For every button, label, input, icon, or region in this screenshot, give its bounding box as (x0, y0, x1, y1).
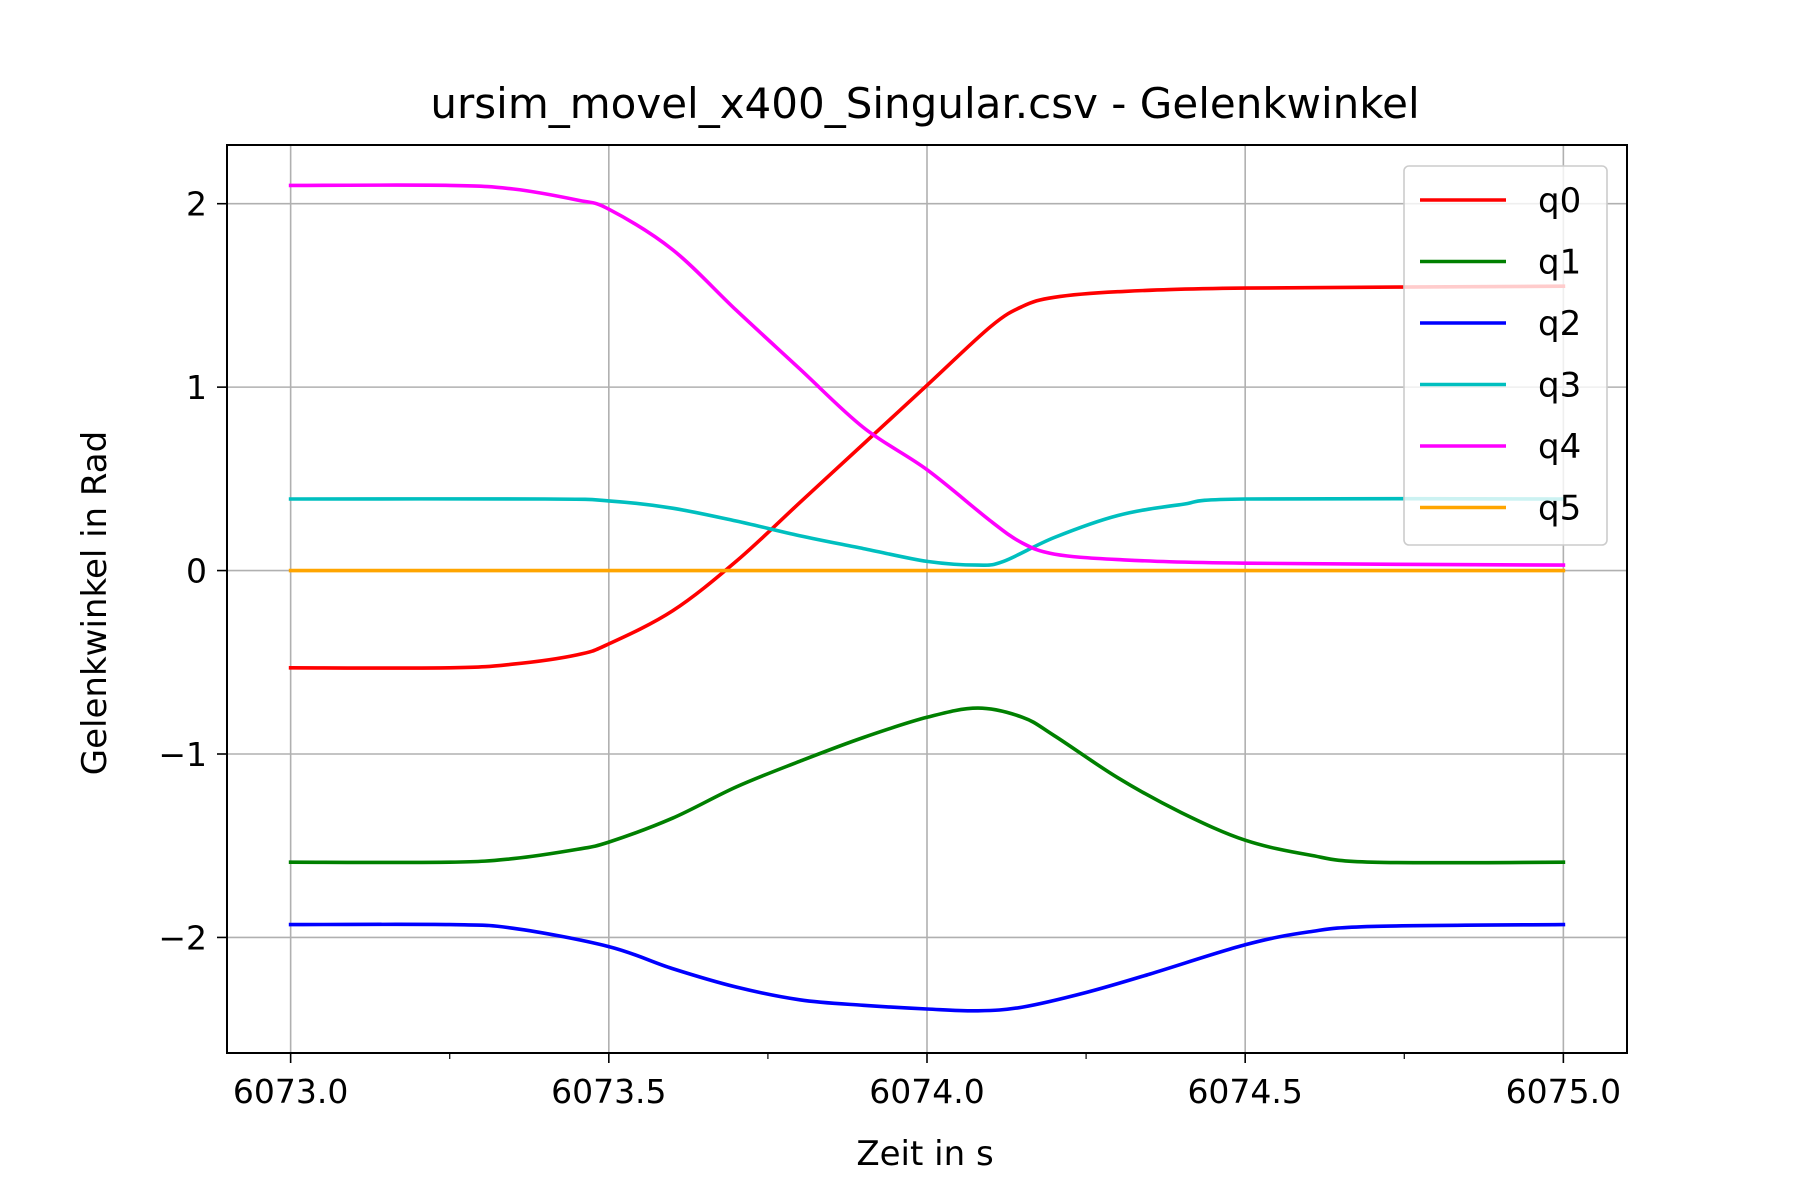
x-tick-label: 6074.5 (1187, 1072, 1302, 1111)
y-tick-label: 2 (186, 185, 207, 224)
series-line-q3 (288, 496, 1566, 567)
legend-label-q3: q3 (1538, 366, 1581, 406)
legend-label-q0: q0 (1538, 181, 1581, 221)
plot-lines (288, 183, 1566, 1013)
legend-label-q2: q2 (1538, 304, 1581, 344)
series-line-q0 (288, 284, 1566, 670)
x-tick-label: 6073.5 (551, 1072, 666, 1111)
series-line-q4 (288, 183, 1566, 567)
chart-title: ursim_movel_x400_Singular.csv - Gelenkwi… (430, 79, 1419, 128)
legend-label-q5: q5 (1538, 489, 1581, 529)
legend-label-q4: q4 (1538, 427, 1581, 467)
axis-ticks: 6073.0 6073.5 6074.0 6074.5 6075.0 −2 −1 0 1 2 (158, 185, 1621, 1111)
series-line-q1 (288, 706, 1566, 865)
y-tick-label: 1 (186, 368, 207, 407)
y-tick-label: −1 (158, 735, 207, 774)
series-line-q2 (288, 922, 1566, 1013)
y-axis-label: Gelenkwinkel in Rad (75, 431, 115, 775)
x-tick-label: 6074.0 (869, 1072, 984, 1111)
x-axis-label: Zeit in s (856, 1134, 993, 1174)
x-tick-label: 6073.0 (233, 1072, 348, 1111)
y-tick-label: 0 (186, 552, 207, 591)
y-tick-label: −2 (158, 918, 207, 957)
x-tick-label: 6075.0 (1506, 1072, 1621, 1111)
legend-label-q1: q1 (1538, 243, 1581, 283)
legend: q0 q1 q2 q3 q4 q5 (1403, 165, 1608, 546)
